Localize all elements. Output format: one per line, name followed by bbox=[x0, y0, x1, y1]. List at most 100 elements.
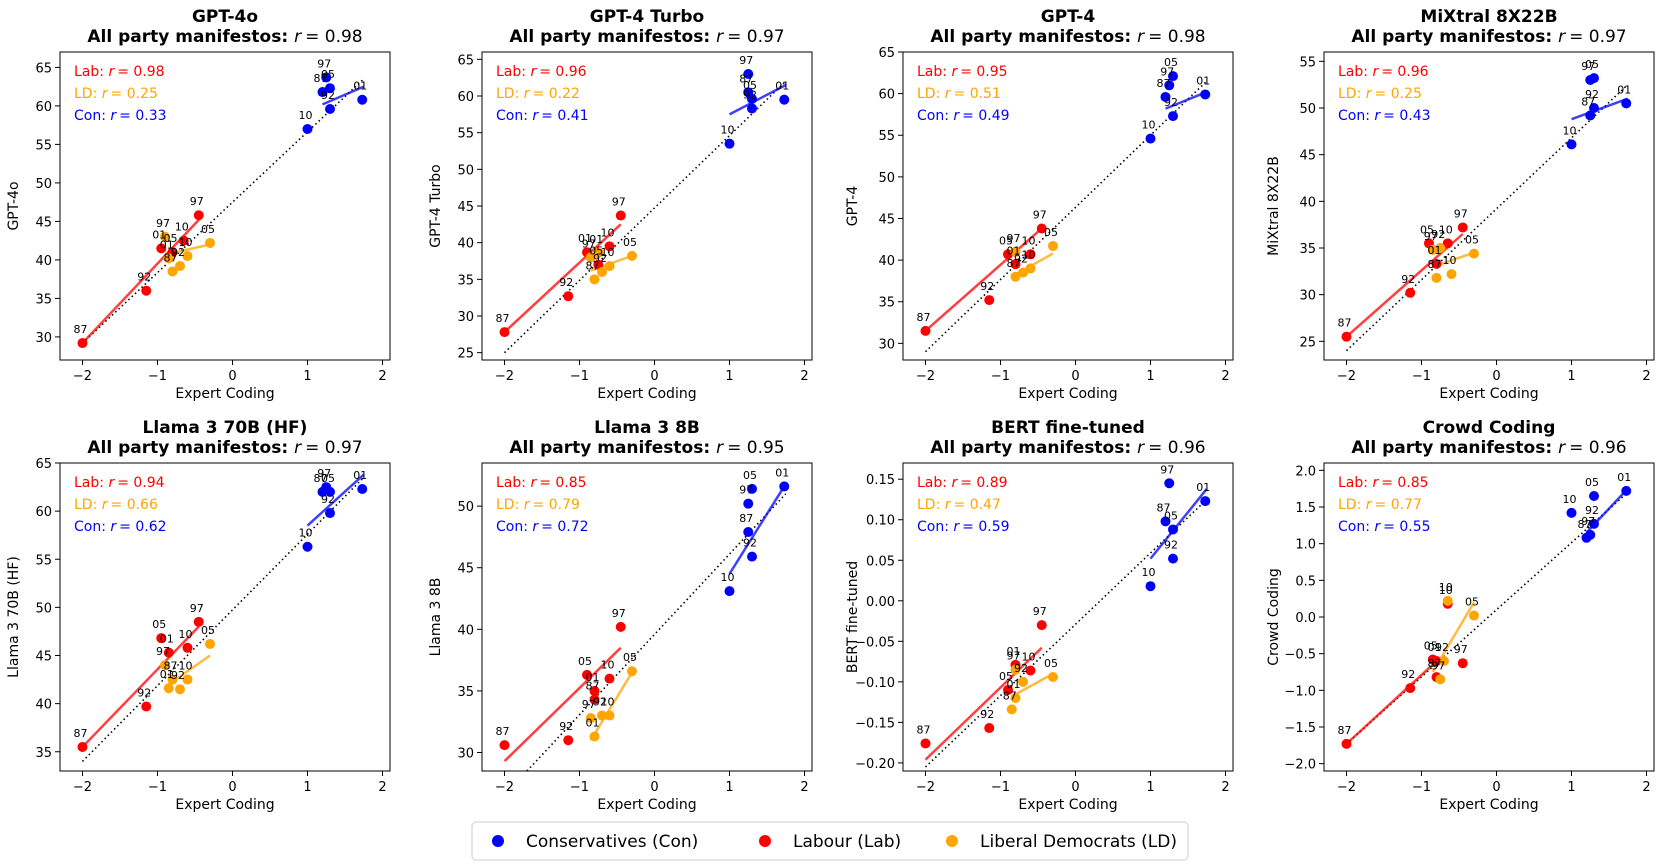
point-ld bbox=[160, 660, 170, 671]
point-ld bbox=[1435, 243, 1446, 253]
stat-party: Con: bbox=[74, 519, 110, 535]
point-con bbox=[357, 94, 368, 105]
point-label: 10 bbox=[1443, 254, 1457, 267]
reference-line bbox=[924, 498, 1208, 768]
point-label: 97 bbox=[317, 57, 331, 70]
point-ld bbox=[1469, 248, 1479, 259]
point-ld bbox=[1439, 656, 1449, 666]
x-tick-label: −1 bbox=[991, 369, 1010, 384]
point-label: 87 bbox=[314, 472, 328, 485]
x-tick-label: 0 bbox=[228, 780, 236, 795]
fit-line-con bbox=[728, 83, 787, 116]
subtitle-label: All party manifestos: bbox=[930, 438, 1131, 458]
y-tick-label: 40 bbox=[35, 254, 52, 269]
x-tick-label: 0 bbox=[650, 369, 658, 384]
point-label: 01 bbox=[1617, 471, 1631, 484]
point-lab bbox=[615, 621, 626, 632]
x-tick-label: −1 bbox=[1412, 780, 1431, 795]
subtitle-label: All party manifestos: bbox=[87, 438, 288, 458]
stat-lab: Lab: r = 0.89 bbox=[917, 475, 1008, 491]
stat-con: Con: r = 0.59 bbox=[917, 519, 1010, 535]
point-label: 10 bbox=[179, 628, 193, 641]
point-label: 92 bbox=[1164, 96, 1178, 109]
point-ld bbox=[585, 252, 596, 263]
point-label: 92 bbox=[1014, 253, 1028, 266]
point-ld bbox=[604, 261, 615, 272]
point-label: 92 bbox=[1431, 228, 1445, 241]
point-label: 10 bbox=[175, 221, 189, 234]
point-label: 05 bbox=[1420, 223, 1434, 236]
point-label: 97 bbox=[612, 196, 626, 209]
stat-party: LD: bbox=[496, 497, 524, 513]
y-tick-label: 40 bbox=[457, 623, 474, 638]
stat-ld: LD: r = 0.25 bbox=[1338, 86, 1422, 102]
point-label: 01 bbox=[589, 233, 603, 246]
x-tick-label: −2 bbox=[73, 369, 92, 384]
y-tick-label: 0.10 bbox=[866, 514, 895, 529]
plot-area bbox=[77, 72, 368, 349]
subtitle-r-value: = 0.95 bbox=[727, 438, 785, 458]
stat-ld: LD: r = 0.79 bbox=[496, 497, 580, 513]
stat-r-symbol: r bbox=[532, 519, 539, 535]
legend-marker-con bbox=[492, 835, 504, 847]
point-lab bbox=[77, 338, 88, 349]
point-label: 05 bbox=[589, 245, 603, 258]
point-ld bbox=[1006, 704, 1017, 715]
point-label: 05 bbox=[1424, 640, 1438, 653]
stat-ld: LD: r = 0.22 bbox=[496, 86, 580, 102]
point-con bbox=[743, 526, 754, 537]
y-tick-label: 50 bbox=[457, 500, 474, 515]
subplot-subtitle: All party manifestos: r = 0.98 bbox=[87, 27, 362, 47]
point-lab bbox=[1431, 258, 1442, 269]
point-label: 10 bbox=[721, 571, 735, 584]
y-tick-label: 65 bbox=[878, 46, 895, 61]
point-con bbox=[1168, 71, 1178, 82]
point-lab bbox=[178, 235, 189, 246]
point-lab bbox=[141, 285, 152, 296]
subtitle-r-value: = 0.96 bbox=[1569, 438, 1627, 458]
point-label: 92 bbox=[593, 252, 607, 265]
stat-r-symbol: r bbox=[953, 108, 960, 124]
point-label: 97 bbox=[1581, 60, 1595, 73]
point-label: 05 bbox=[1044, 657, 1058, 670]
stat-value: = 0.96 bbox=[1381, 64, 1428, 80]
point-lab bbox=[1341, 331, 1352, 342]
stat-value: = 0.25 bbox=[111, 86, 158, 102]
stat-value: = 0.62 bbox=[119, 519, 166, 535]
x-tick-label: 0 bbox=[1071, 369, 1079, 384]
point-label: 97 bbox=[1033, 208, 1047, 221]
point-ld bbox=[1427, 244, 1438, 255]
stat-value: = 0.41 bbox=[541, 108, 588, 124]
point-label: 87 bbox=[1338, 724, 1352, 737]
point-label: 97 bbox=[1007, 232, 1021, 245]
point-lab bbox=[604, 673, 615, 684]
y-tick-label: 0.5 bbox=[1295, 574, 1316, 589]
x-axis-label: Expert Coding bbox=[1439, 386, 1538, 402]
point-label: 97 bbox=[1007, 650, 1021, 663]
point-label: 01 bbox=[1196, 481, 1210, 494]
y-tick-label: 30 bbox=[1299, 289, 1316, 304]
point-lab bbox=[1442, 238, 1453, 249]
legend-label-con: Conservatives (Con) bbox=[526, 832, 698, 852]
y-tick-label: −1.0 bbox=[1284, 684, 1316, 699]
x-tick-label: 0 bbox=[1492, 780, 1500, 795]
stat-party: Con: bbox=[917, 519, 953, 535]
point-label: 10 bbox=[179, 236, 193, 249]
x-tick-label: 1 bbox=[1146, 780, 1154, 795]
stat-value: = 0.43 bbox=[1383, 108, 1430, 124]
x-tick-label: −1 bbox=[1412, 369, 1431, 384]
x-axis-label: Expert Coding bbox=[175, 386, 274, 402]
x-tick-label: 1 bbox=[1567, 780, 1575, 795]
subplot-title: Llama 3 70B (HF) bbox=[143, 418, 308, 438]
subplot-title: GPT-4 bbox=[1041, 7, 1096, 27]
y-tick-label: −2.0 bbox=[1284, 758, 1316, 773]
point-label: 01 bbox=[1617, 83, 1631, 96]
stat-party: LD: bbox=[917, 497, 945, 513]
point-label: 10 bbox=[299, 109, 313, 122]
y-axis-label: BERT fine-tuned bbox=[845, 561, 861, 673]
y-tick-label: 1.5 bbox=[1295, 501, 1316, 516]
point-label: 10 bbox=[1022, 248, 1036, 261]
point-label: 87 bbox=[1157, 501, 1171, 514]
point-label: 05 bbox=[999, 234, 1013, 247]
